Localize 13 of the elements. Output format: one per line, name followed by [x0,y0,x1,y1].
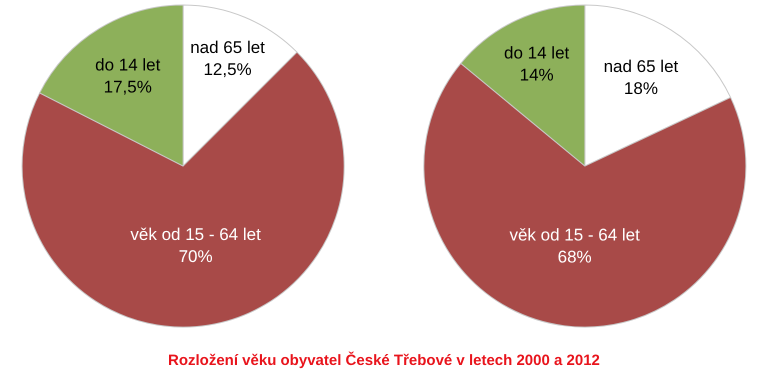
text: Rozložení věku obyvatel České Třebové v letech 2000 a 2012 [168,351,600,369]
slice-label: do 14 let [95,55,161,74]
slice-label: věk od 15 - 64 let [509,225,640,244]
slice-label: nad 65 let [604,56,679,76]
data-label: 18% [624,79,658,98]
data-label: 14% [520,65,554,84]
data-label: 17,5% [104,77,152,96]
data-label: 12,5% [203,60,252,79]
slice-label: věk od 15 - 64 let [130,225,262,244]
data-label: 68% [558,247,592,266]
slice-label: do 14 let [504,43,570,62]
slice-label: nad 65 let [190,38,266,57]
data-label: 70% [178,247,213,266]
